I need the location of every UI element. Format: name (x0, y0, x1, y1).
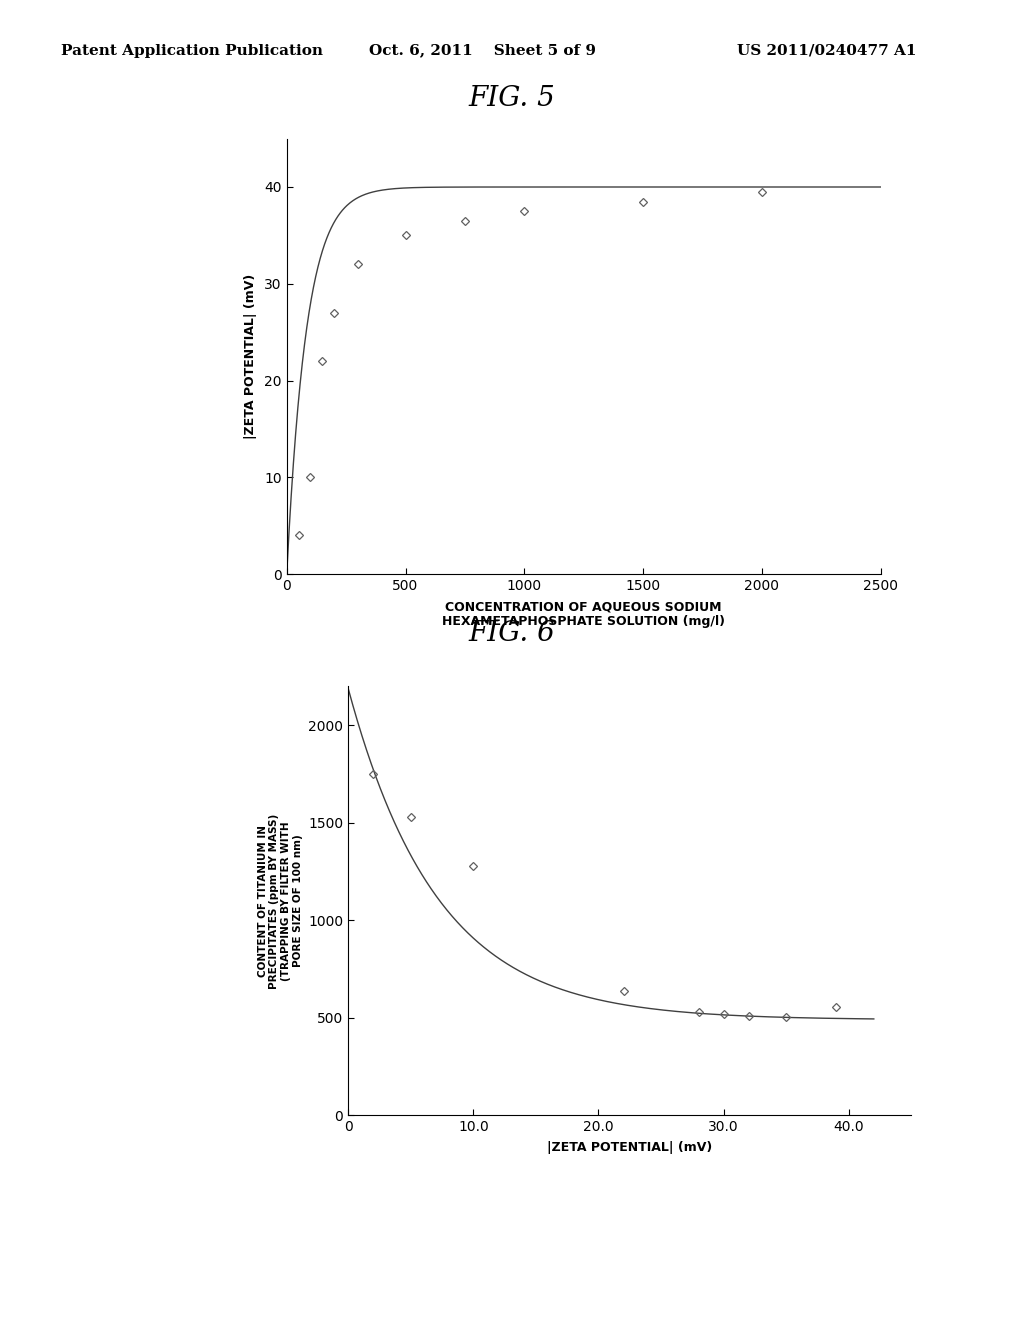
X-axis label: CONCENTRATION OF AQUEOUS SODIUM
HEXAMETAPHOSPHATE SOLUTION (mg/l): CONCENTRATION OF AQUEOUS SODIUM HEXAMETA… (442, 601, 725, 628)
X-axis label: |ZETA POTENTIAL| (mV): |ZETA POTENTIAL| (mV) (547, 1142, 713, 1154)
Text: FIG. 6: FIG. 6 (469, 620, 555, 647)
Text: Oct. 6, 2011    Sheet 5 of 9: Oct. 6, 2011 Sheet 5 of 9 (369, 44, 596, 58)
Text: FIG. 5: FIG. 5 (469, 86, 555, 112)
Text: US 2011/0240477 A1: US 2011/0240477 A1 (737, 44, 916, 58)
Y-axis label: |ZETA POTENTIAL| (mV): |ZETA POTENTIAL| (mV) (245, 273, 257, 440)
Y-axis label: CONTENT OF TITANIUM IN
PRECIPITATES (ppm BY MASS)
(TRAPPING BY FILTER WITH
PORE : CONTENT OF TITANIUM IN PRECIPITATES (ppm… (258, 813, 303, 989)
Text: Patent Application Publication: Patent Application Publication (61, 44, 324, 58)
